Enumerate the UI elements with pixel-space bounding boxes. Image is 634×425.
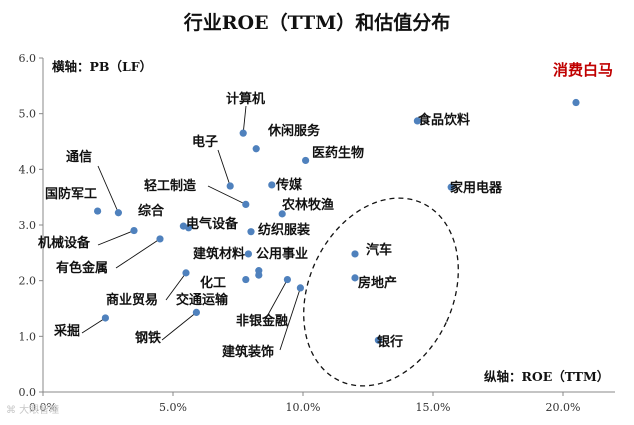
y-tick-label: 5.0	[19, 108, 37, 121]
data-point	[413, 117, 421, 125]
point-label: 采掘	[53, 323, 80, 339]
data-point	[244, 250, 252, 258]
point-label: 公用事业	[256, 246, 308, 262]
chart-title: 行业ROE（TTM）和估值分布	[183, 12, 451, 34]
data-point	[101, 314, 109, 322]
leader-lines	[81, 105, 301, 351]
data-point	[252, 145, 260, 153]
point-label: 综合	[138, 203, 165, 219]
leader-line	[207, 185, 246, 205]
point-label: 农林牧渔	[281, 197, 334, 213]
point-label: 国防军工	[45, 186, 97, 202]
data-point	[192, 308, 200, 316]
point-label: 纺织服装	[258, 222, 310, 238]
y-tick-label: 0.0	[19, 386, 37, 399]
leader-line	[97, 230, 135, 246]
leader-line	[217, 149, 231, 187]
highlight-ellipse	[303, 197, 459, 387]
leader-line	[165, 272, 187, 301]
leader-line	[81, 317, 106, 334]
point-label: 电子	[192, 134, 218, 150]
data-point	[351, 250, 359, 258]
y-tick-label: 1.0	[19, 330, 37, 343]
x-tick-label: 20.0%	[546, 401, 581, 414]
data-point	[242, 200, 250, 209]
point-label: 交通运输	[176, 292, 229, 308]
y-axis-note: 横轴：PB（LF）	[52, 59, 153, 74]
watermark: ⌘ 大眼智瞳	[6, 405, 60, 416]
point-label: 计算机	[226, 91, 265, 107]
leader-line	[161, 312, 197, 341]
y-tick-label: 2.0	[19, 275, 37, 288]
leader-line	[263, 279, 288, 323]
data-point	[239, 129, 247, 137]
point-label: 非银金融	[236, 313, 288, 329]
point-label: 化工	[200, 275, 226, 291]
point-label: 家用电器	[450, 180, 503, 196]
data-point	[296, 284, 304, 292]
data-point	[182, 269, 190, 277]
x-tick-label: 0.0%	[29, 401, 57, 414]
x-tick-label: 5.0%	[159, 401, 187, 414]
data-point	[278, 210, 286, 218]
data-point	[242, 275, 250, 284]
data-point	[114, 209, 122, 217]
leader-line	[115, 238, 161, 269]
point-label: 汽车	[366, 242, 392, 258]
data-point	[226, 182, 234, 190]
y-tick-label: 6.0	[19, 52, 37, 65]
data-points	[94, 98, 580, 344]
point-label: 电气设备	[186, 216, 239, 232]
point-label: 消费白马	[553, 61, 613, 79]
point-label: 建筑装饰	[222, 344, 274, 360]
data-point	[374, 336, 382, 344]
leader-line	[242, 105, 247, 134]
x-tick-label: 10.0%	[286, 401, 321, 414]
data-point	[447, 183, 455, 191]
point-label: 通信	[66, 149, 92, 165]
point-label: 医药生物	[312, 145, 364, 161]
point-label: 银行	[377, 334, 403, 350]
leader-line	[97, 165, 119, 213]
data-point	[351, 274, 359, 282]
point-label: 休闲服务	[267, 123, 321, 139]
data-point	[283, 275, 291, 284]
point-label: 轻工制造	[144, 178, 197, 194]
data-point	[185, 224, 193, 232]
data-point	[268, 181, 276, 189]
data-point	[130, 226, 138, 235]
tick-labels: 0.0 1.0 2.0 3.0 4.0 5.0 6.0 0.0% 5.0% 10.0% 15.0% 2…	[19, 52, 581, 414]
y-tick-label: 3.0	[19, 219, 37, 232]
point-label: 食品饮料	[418, 112, 470, 128]
point-label: 传媒	[275, 177, 303, 193]
x-axis-note: 纵轴：ROE（TTM）	[484, 369, 610, 384]
y-tick-label: 4.0	[19, 163, 37, 176]
x-tick-label: 15.0%	[416, 401, 451, 414]
data-point	[255, 271, 263, 279]
data-point	[94, 207, 102, 215]
point-label: 商业贸易	[106, 292, 158, 308]
point-label: 有色金属	[56, 260, 108, 276]
data-point	[302, 156, 310, 165]
data-point	[156, 235, 164, 243]
point-label: 建筑材料	[193, 246, 245, 262]
data-point	[247, 228, 255, 236]
axes	[39, 57, 615, 396]
data-point	[572, 98, 580, 107]
point-label: 钢铁	[135, 330, 161, 346]
point-label: 房地产	[358, 275, 397, 291]
leader-line	[279, 287, 301, 351]
point-label: 机械设备	[38, 235, 91, 251]
